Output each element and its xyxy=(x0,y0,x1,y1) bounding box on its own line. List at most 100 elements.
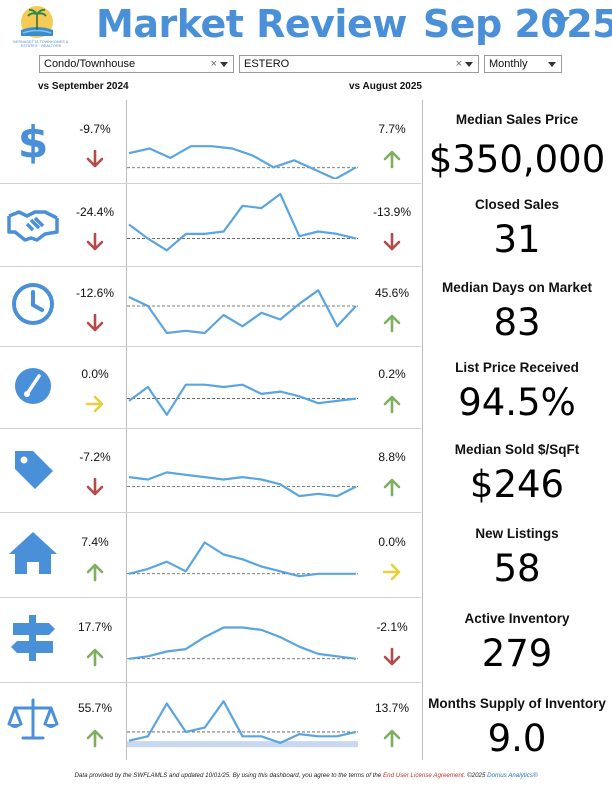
mom-change: 45.6% xyxy=(374,286,410,300)
metric-label: New Listings xyxy=(475,526,559,541)
metric-row-months-supply-of-inventory[interactable]: 55.7% 13.7% Months Supply of Inventory 9.0 xyxy=(0,682,612,760)
vs-prior-year-label: vs September 2024 xyxy=(38,81,129,92)
mom-up-arrow-icon xyxy=(382,394,402,414)
dollar-icon: $ xyxy=(5,115,61,168)
metric-row-list-price-received[interactable]: 0.0% 0.2% List Price Received 94.5% xyxy=(0,346,612,428)
trend-line xyxy=(128,626,357,660)
area-select[interactable]: ESTERO × xyxy=(239,55,479,73)
mom-change: 13.7% xyxy=(374,701,410,715)
metric-value: 94.5% xyxy=(458,381,576,424)
eula-link[interactable]: End User License Agreement. xyxy=(383,772,466,779)
metric-row-median-sales-price[interactable]: $ -9.7% 7.7% Median Sales Price $350,000 xyxy=(0,100,612,183)
yoy-change: 17.7% xyxy=(77,620,113,634)
mom-change: -2.1% xyxy=(376,620,408,634)
sparkline-chart xyxy=(127,471,358,498)
frequency-select[interactable]: Monthly xyxy=(484,55,562,73)
metric-row-median-sold-per-sqft[interactable]: -7.2% 8.8% Median Sold $/SqFt $246 xyxy=(0,428,612,512)
mom-flat-arrow-icon xyxy=(382,562,402,582)
sparkline-chart xyxy=(127,289,358,335)
metric-value: 83 xyxy=(493,301,541,344)
yoy-down-arrow-icon xyxy=(85,149,105,169)
mom-change: 0.0% xyxy=(378,535,406,549)
scale-icon xyxy=(5,694,61,744)
yoy-flat-arrow-icon xyxy=(85,394,105,414)
title-market-review: Market Review xyxy=(96,2,407,46)
trend-line xyxy=(128,192,357,252)
yoy-down-arrow-icon xyxy=(85,232,105,252)
mom-up-arrow-icon xyxy=(382,728,402,748)
mom-down-arrow-icon xyxy=(382,232,402,252)
frequency-value: Monthly xyxy=(489,58,528,70)
metric-value: 9.0 xyxy=(487,717,547,760)
mom-change: 8.8% xyxy=(378,450,406,464)
metric-row-active-inventory[interactable]: 17.7% -2.1% Active Inventory 279 xyxy=(0,597,612,682)
chevron-down-icon xyxy=(220,61,228,67)
page-title: Market Review Sep 2025 xyxy=(96,0,612,48)
sparkline-chart xyxy=(127,626,358,660)
property-type-select[interactable]: Condo/Townhouse × xyxy=(39,55,234,73)
house-icon xyxy=(5,528,61,578)
chevron-down-icon xyxy=(548,61,556,67)
mom-up-arrow-icon xyxy=(382,477,402,497)
sparkline-chart xyxy=(127,541,358,578)
yoy-change: -9.7% xyxy=(79,122,111,136)
brand-logo: BERNADETTA TOWNHOMES & ESTATES · REALTOR… xyxy=(6,4,68,50)
clear-property-type-icon[interactable]: × xyxy=(210,58,217,70)
trend-line xyxy=(128,289,357,335)
sparkline-chart xyxy=(127,145,358,179)
sparkline-chart xyxy=(127,700,358,748)
row-divider xyxy=(0,512,421,513)
yoy-change: -7.2% xyxy=(79,450,111,464)
metric-label: Median Days on Market xyxy=(441,280,593,295)
row-divider xyxy=(0,183,421,184)
yoy-change: 0.0% xyxy=(81,367,109,381)
trend-line xyxy=(128,471,357,498)
trend-line xyxy=(128,145,357,179)
clear-area-icon[interactable]: × xyxy=(455,58,462,70)
footer: Data provided by the SWFLAMLS and update… xyxy=(0,772,612,779)
row-divider xyxy=(0,346,421,347)
chevron-down-icon xyxy=(465,61,473,67)
footer-disclaimer: Data provided by the SWFLAMLS and update… xyxy=(74,772,382,779)
divider-left xyxy=(126,100,127,760)
metric-label: Closed Sales xyxy=(474,197,560,212)
title-period: Sep 2025 xyxy=(422,2,612,46)
row-divider xyxy=(0,597,421,598)
trend-line xyxy=(128,700,357,745)
row-divider xyxy=(0,266,421,267)
svg-text:$: $ xyxy=(18,117,49,165)
metric-value: $246 xyxy=(469,463,565,506)
yoy-change: 7.4% xyxy=(81,535,109,549)
yoy-down-arrow-icon xyxy=(85,313,105,333)
period-dropdown-caret-icon[interactable] xyxy=(550,17,570,27)
metric-label: Median Sold $/SqFt xyxy=(454,442,580,457)
metric-value: 58 xyxy=(493,547,541,590)
mom-change: -13.9% xyxy=(372,205,412,219)
metric-row-closed-sales[interactable]: -24.4% -13.9% Closed Sales 31 xyxy=(0,183,612,266)
footer-brand: Domus Analytics® xyxy=(487,772,538,779)
clock-icon xyxy=(5,279,61,329)
divider-right xyxy=(422,100,423,760)
yoy-change: -24.4% xyxy=(75,205,115,219)
trend-line xyxy=(128,541,356,578)
metric-value: 31 xyxy=(493,218,541,261)
mom-down-arrow-icon xyxy=(382,647,402,667)
gauge-icon xyxy=(5,360,61,410)
tag-icon xyxy=(5,443,61,493)
metric-row-new-listings[interactable]: 7.4% 0.0% New Listings 58 xyxy=(0,512,612,597)
metric-label: Active Inventory xyxy=(464,611,570,626)
property-type-value: Condo/Townhouse xyxy=(44,58,136,70)
metric-value: $350,000 xyxy=(428,138,606,181)
metric-row-median-days-on-market[interactable]: -12.6% 45.6% Median Days on Market 83 xyxy=(0,266,612,346)
mom-up-arrow-icon xyxy=(382,313,402,333)
area-value: ESTERO xyxy=(244,58,290,70)
metric-label: Months Supply of Inventory xyxy=(428,696,606,711)
metric-label: List Price Received xyxy=(455,360,579,375)
yoy-up-arrow-icon xyxy=(85,562,105,582)
mom-change: 7.7% xyxy=(378,122,406,136)
mom-up-arrow-icon xyxy=(382,149,402,169)
handshake-icon xyxy=(5,198,61,248)
metric-label: Median Sales Price xyxy=(455,112,579,127)
trend-line xyxy=(128,383,357,416)
footer-copyright: ©2025 xyxy=(465,772,486,779)
